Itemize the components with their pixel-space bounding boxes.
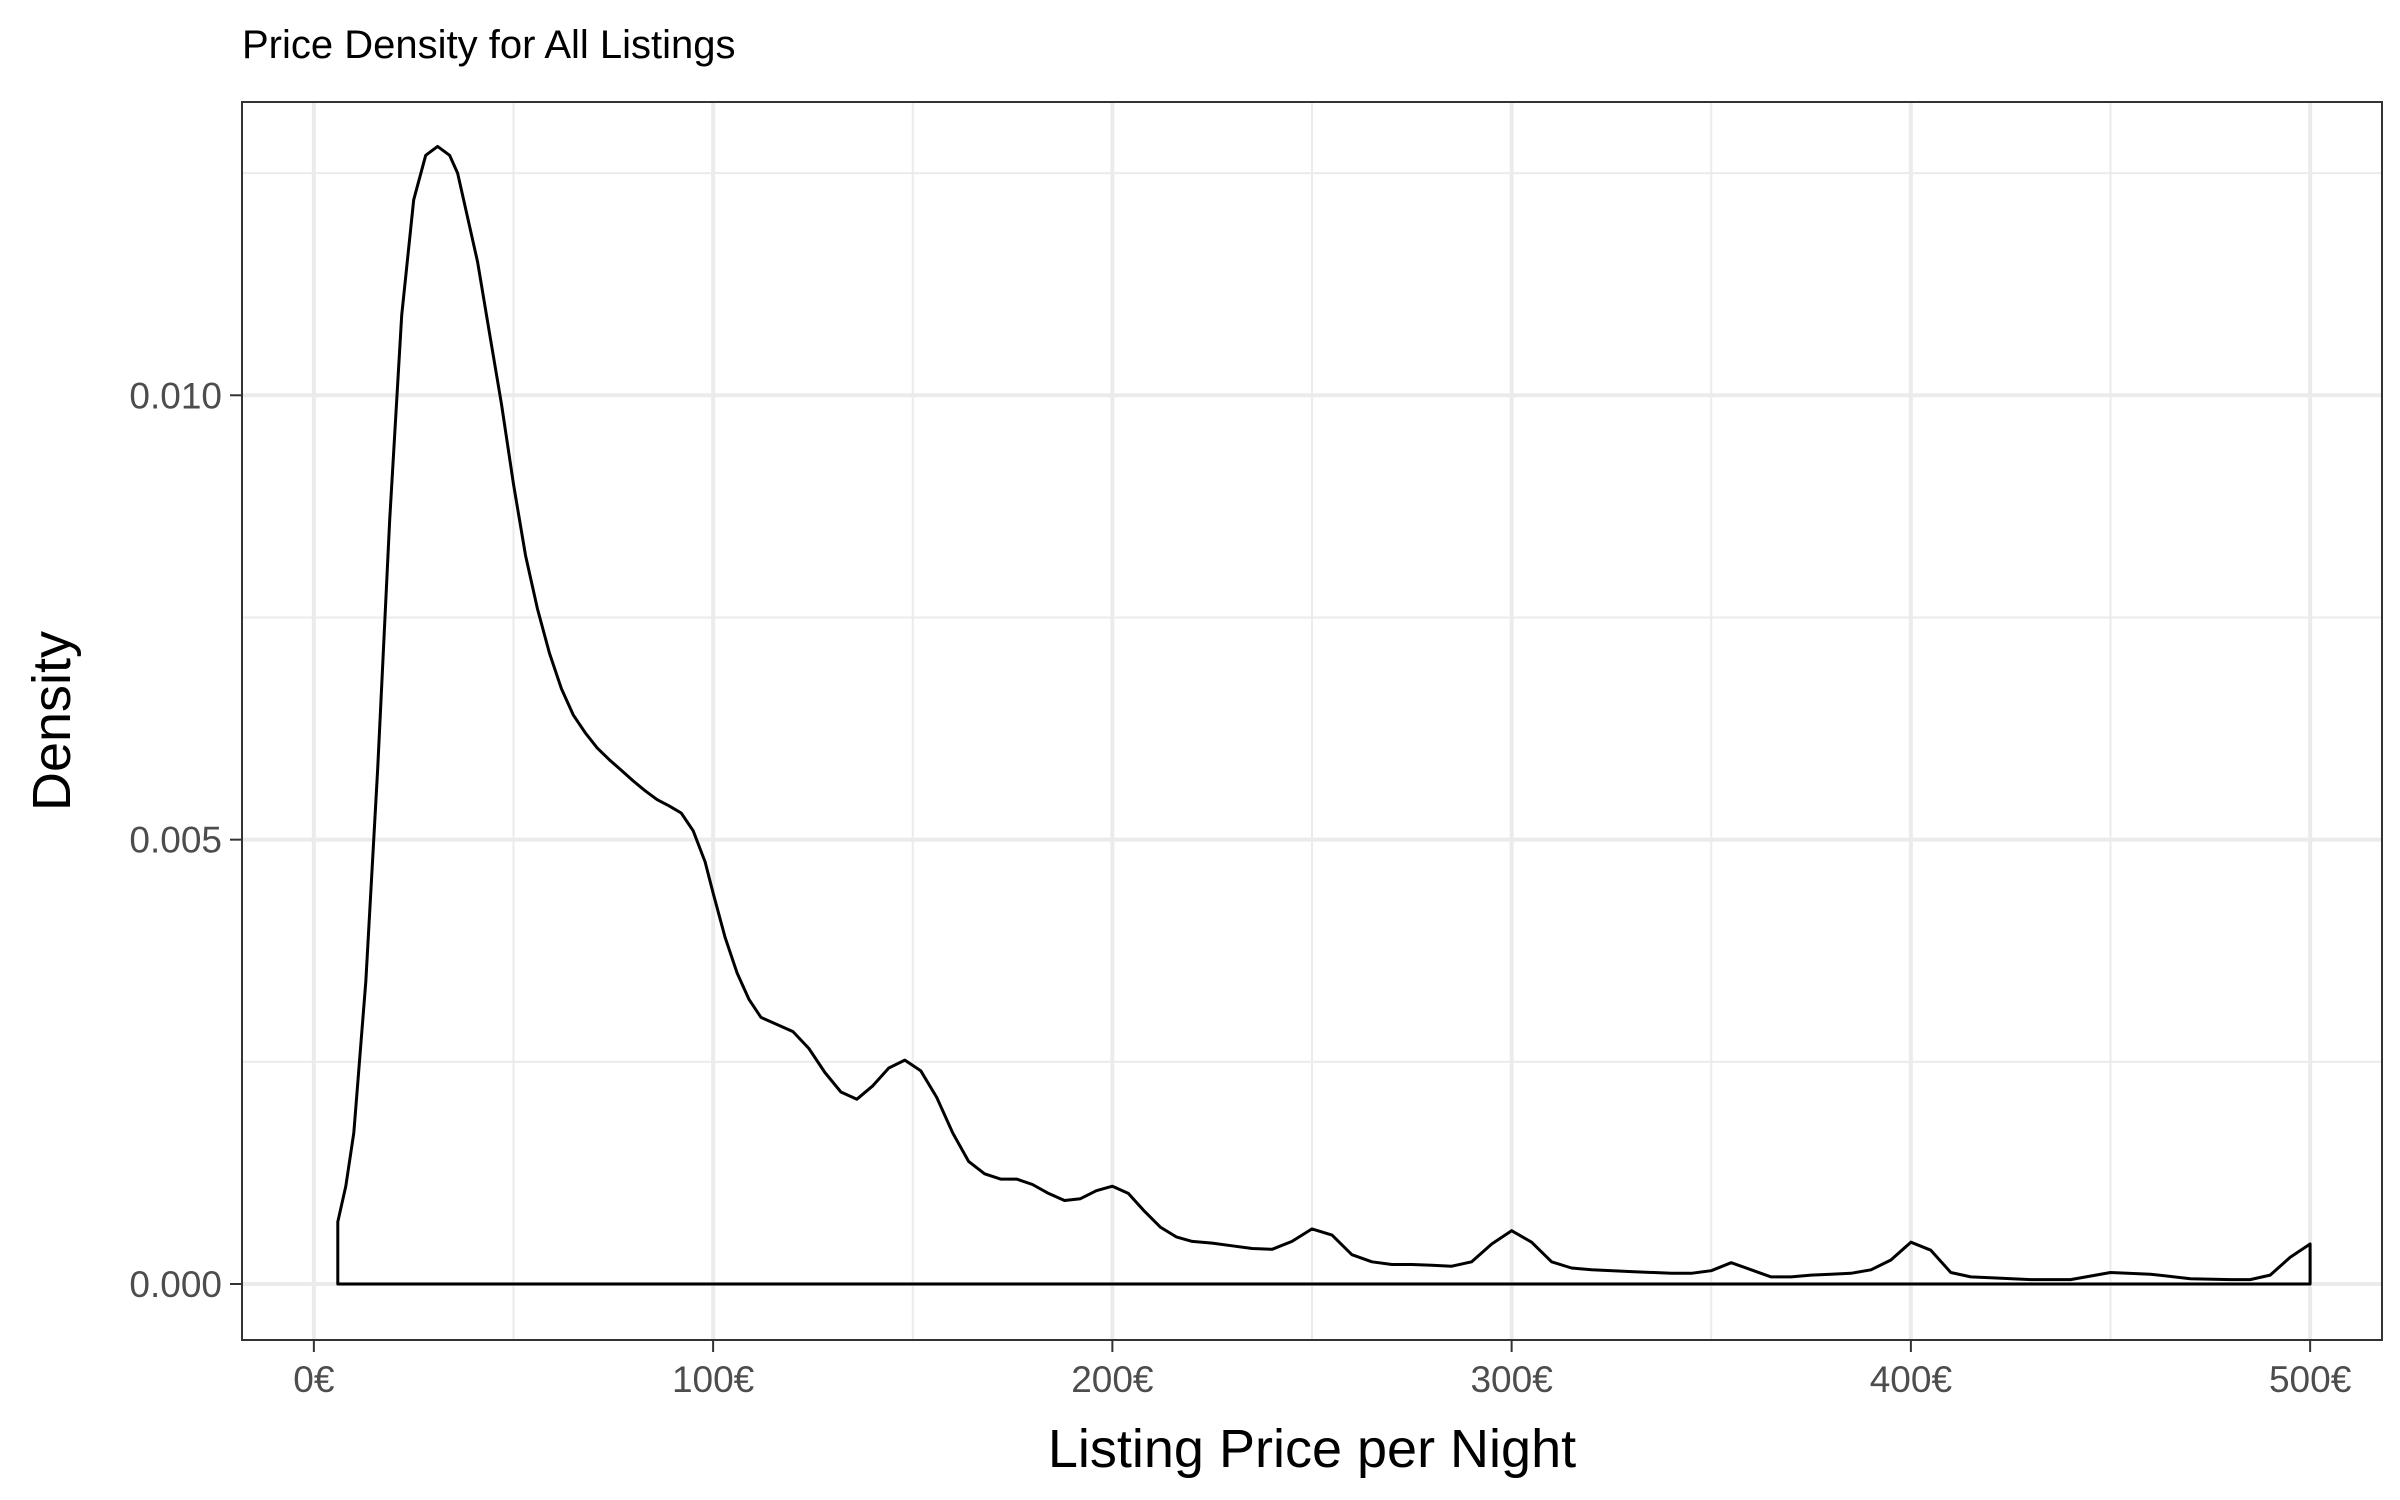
y-axis-title: Density [22,631,82,811]
x-tick-label: 500€ [2269,1359,2352,1400]
x-tick-label: 400€ [1870,1359,1953,1400]
x-tick-label: 300€ [1470,1359,1553,1400]
density-curve [336,144,2312,1286]
x-tick-label: 200€ [1071,1359,1154,1400]
x-axis: 0€ 100€ 200€ 300€ 400€ 500€ [293,1340,2352,1400]
x-tick-label: 0€ [293,1359,335,1400]
y-tick-label: 0.000 [129,1264,222,1305]
y-tick-label: 0.010 [129,375,222,416]
chart-title: Price Density for All Listings [242,23,736,67]
y-tick-label: 0.005 [129,820,222,861]
density-series [336,144,2312,1286]
x-tick-label: 100€ [672,1359,755,1400]
plot-border [241,101,2383,1341]
y-axis: 0.000 0.005 0.010 [129,375,242,1305]
x-axis-title: Listing Price per Night [1048,1419,1576,1479]
